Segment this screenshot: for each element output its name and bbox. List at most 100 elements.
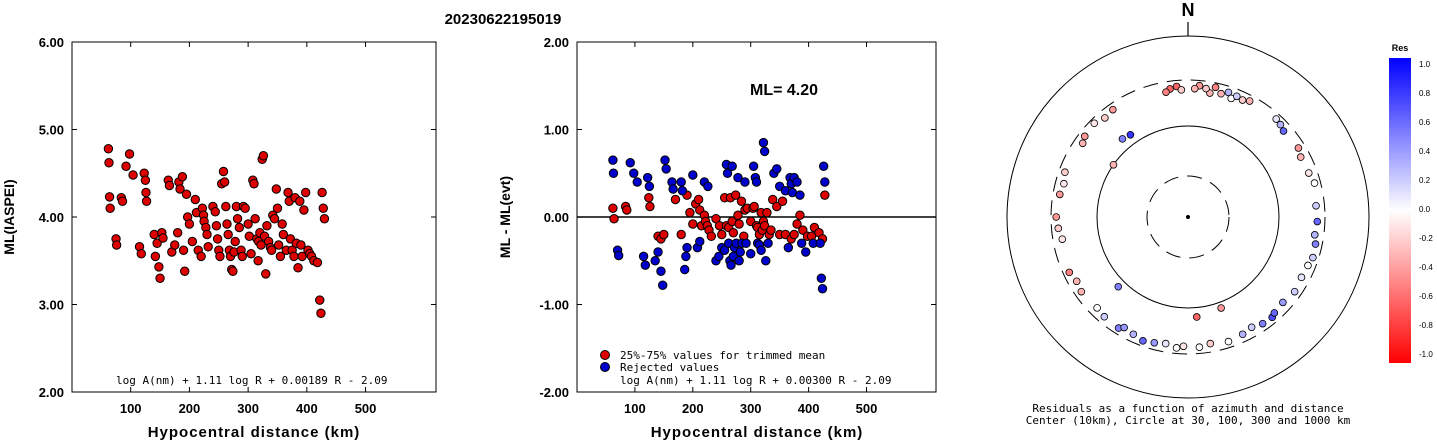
colorbar-title: Res [1392,43,1409,53]
data-point [820,177,830,187]
data-point [164,180,175,191]
residual-point [1310,179,1319,187]
residual-point [1232,92,1241,101]
data-point [756,245,766,255]
data-point [792,219,802,229]
legend-marker-rejected [600,362,610,372]
y-tick-label: 1.00 [544,123,569,138]
residual-point [1238,96,1247,104]
formula-text: log A(nm) + 1.11 log R + 0.00300 R - 2.0… [620,374,892,387]
data-point [319,214,330,224]
residual-point [1245,97,1254,105]
x-tick-label: 500 [355,401,377,416]
ring-30km [1146,175,1230,259]
residual-point [1120,323,1128,332]
data-point [714,251,724,262]
data-point [237,251,247,262]
legend-label-rejected: Rejected values [620,361,719,374]
data-point [136,249,146,259]
data-point [300,187,311,198]
data-point [777,196,788,206]
residual-point [1190,84,1199,93]
data-point [761,256,771,266]
residual-point [1109,105,1117,114]
residual-point [1150,338,1159,347]
residual-point [1224,88,1233,97]
data-point [688,219,698,229]
data-point [219,177,230,187]
colorbar-tick-label: 0.4 [1419,147,1431,156]
data-point [158,233,168,243]
data-point [703,181,713,192]
data-point [293,263,303,273]
data-point [632,177,642,187]
y-axis-label: ML(IASPEI) [1,179,17,254]
data-point [772,201,782,212]
data-point [653,247,663,257]
data-point [820,190,830,200]
data-point [196,251,206,262]
data-point [172,228,183,238]
data-point [111,240,122,250]
x-axis-label: Hypocentral distance (km) [148,424,361,441]
ring-300km [1050,79,1326,355]
residual-point [1294,144,1303,152]
data-point [644,193,654,203]
ml-value-label: ML= 4.20 [750,82,818,99]
data-point [170,240,180,250]
residual-point [1162,88,1170,96]
y-tick-label: 0.00 [544,210,569,225]
colorbar-tick-label: -0.4 [1419,263,1433,272]
data-point [221,201,231,212]
y-tick-label: 5.00 [39,123,64,138]
data-point [261,269,271,279]
ring-1000km [1006,35,1370,399]
data-point [762,207,772,218]
colorbar-tick-label: -0.8 [1419,321,1433,330]
data-point [650,256,660,266]
data-point [234,222,245,233]
x-tick-label: 200 [682,401,704,416]
data-point [246,249,256,259]
x-tick-label: 300 [740,401,762,416]
y-tick-marks: -2.00 -1.00 0.00 1.00 2.00 [539,35,936,400]
epicenter-dot [1186,215,1190,219]
data-point [625,158,635,168]
data-point [203,242,213,252]
residual-point [1077,287,1086,296]
data-point [315,295,325,305]
data-point [218,166,229,177]
residual-point [1058,235,1067,243]
data-point [253,256,263,266]
residual-point [1276,120,1285,129]
data-point [299,205,309,215]
data-point [629,168,639,178]
data-point [759,146,770,157]
data-point [141,196,152,206]
y-tick-label: 2.00 [39,385,64,400]
caption-line-1: Residuals as a function of azimuth and d… [1032,402,1343,415]
data-point [740,177,750,187]
formula-text: log A(nm) + 1.11 log R + 0.00189 R - 2.0… [116,374,388,387]
data-point [795,210,805,220]
residual-point [1114,282,1123,291]
legend-marker-trimmed [600,350,610,360]
data-point [222,219,232,229]
colorbar-tick-label: -0.6 [1419,292,1433,301]
residual-point [1224,337,1233,346]
residual-point [1100,312,1109,321]
data-point [796,238,807,248]
data-point [668,184,678,194]
residual-point [1206,339,1215,348]
colorbar-tick-label: 0.2 [1419,176,1431,185]
y-axis-label: ML - ML(evt) [497,176,513,258]
data-point [682,242,692,253]
data-point [277,219,287,229]
residual-point [1247,323,1256,332]
data-point [670,194,681,205]
data-point [645,201,655,212]
data-point [681,251,691,262]
x-tick-marks: 100 200 300 400 500 [624,42,877,416]
data-point [187,236,198,247]
residual-point [1290,287,1299,296]
